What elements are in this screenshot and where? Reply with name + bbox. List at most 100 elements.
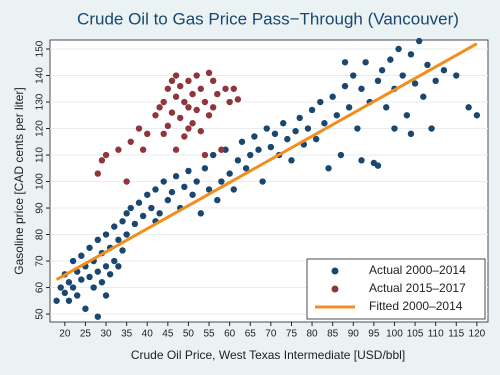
point (424, 61, 431, 69)
point (185, 77, 192, 85)
point (177, 114, 184, 122)
y-tick-label: 90 (35, 202, 46, 214)
point (304, 125, 312, 132)
point (127, 204, 134, 212)
point (358, 85, 365, 92)
point (209, 77, 217, 85)
point (119, 218, 126, 225)
legend-label: Actual 2000–2014 (369, 263, 466, 277)
x-tick-label: 110 (428, 329, 444, 340)
point (374, 162, 382, 169)
point (193, 72, 200, 79)
point (201, 165, 209, 172)
point (168, 109, 176, 116)
point (407, 130, 415, 138)
point (242, 165, 250, 172)
point (94, 268, 101, 275)
x-tick-label: 100 (386, 329, 403, 340)
point (185, 104, 192, 111)
x-tick-label: 120 (469, 329, 486, 340)
point (395, 45, 402, 53)
point (428, 125, 435, 132)
point (102, 263, 110, 270)
point (139, 212, 147, 220)
point (374, 77, 382, 85)
point (247, 151, 254, 159)
point (181, 133, 188, 140)
point (94, 236, 101, 244)
point (383, 104, 390, 111)
legend-swatch (331, 267, 339, 275)
point (337, 151, 345, 159)
point (378, 67, 386, 74)
point (197, 127, 205, 135)
point (214, 196, 221, 204)
x-tick-label: 30 (100, 329, 112, 340)
point (177, 82, 184, 90)
point (267, 143, 275, 151)
point (432, 77, 439, 85)
point (181, 98, 188, 106)
x-tick-label: 75 (286, 329, 298, 340)
point (94, 313, 101, 320)
y-tick-label: 150 (35, 40, 46, 57)
point (230, 186, 237, 193)
point (341, 82, 349, 90)
point (226, 98, 233, 106)
point (399, 72, 406, 79)
point (139, 146, 147, 153)
y-tick-label: 70 (35, 255, 46, 267)
point (259, 178, 266, 185)
point (69, 284, 77, 291)
point (168, 188, 176, 196)
y-tick-label: 50 (35, 308, 46, 320)
point (168, 77, 176, 85)
point (193, 106, 200, 114)
point (123, 231, 130, 238)
point (288, 157, 295, 164)
point (189, 90, 196, 98)
point (201, 98, 209, 106)
point (57, 284, 64, 291)
x-tick-label: 45 (162, 329, 174, 340)
point (164, 85, 172, 92)
point (172, 146, 180, 153)
point (78, 252, 85, 259)
point (69, 257, 77, 265)
x-tick-label: 60 (224, 329, 236, 340)
legend-label: Actual 2015–2017 (369, 281, 466, 295)
point (325, 165, 332, 172)
point (135, 199, 143, 206)
x-tick-label: 50 (183, 329, 195, 340)
y-tick-label: 120 (35, 120, 46, 137)
point (98, 157, 106, 164)
x-tick-label: 115 (448, 329, 464, 340)
point (86, 244, 93, 251)
y-tick-label: 80 (35, 229, 46, 241)
point (234, 157, 242, 164)
point (160, 130, 167, 138)
point (415, 37, 423, 45)
point (189, 191, 196, 198)
point (391, 125, 398, 132)
point (284, 135, 291, 143)
point (115, 263, 122, 270)
point (387, 56, 394, 63)
y-tick-label: 140 (35, 67, 46, 84)
y-tick-label: 110 (35, 147, 46, 163)
point (181, 183, 188, 191)
point (197, 85, 205, 92)
x-tick-label: 65 (245, 329, 257, 340)
point (263, 125, 270, 132)
point (90, 284, 97, 291)
point (131, 220, 139, 228)
x-tick-label: 55 (203, 329, 215, 340)
point (271, 130, 279, 138)
point (317, 98, 324, 106)
point (160, 178, 167, 185)
point (205, 112, 213, 119)
point (127, 138, 134, 145)
point (123, 210, 130, 217)
point (403, 112, 411, 119)
point (135, 125, 143, 132)
